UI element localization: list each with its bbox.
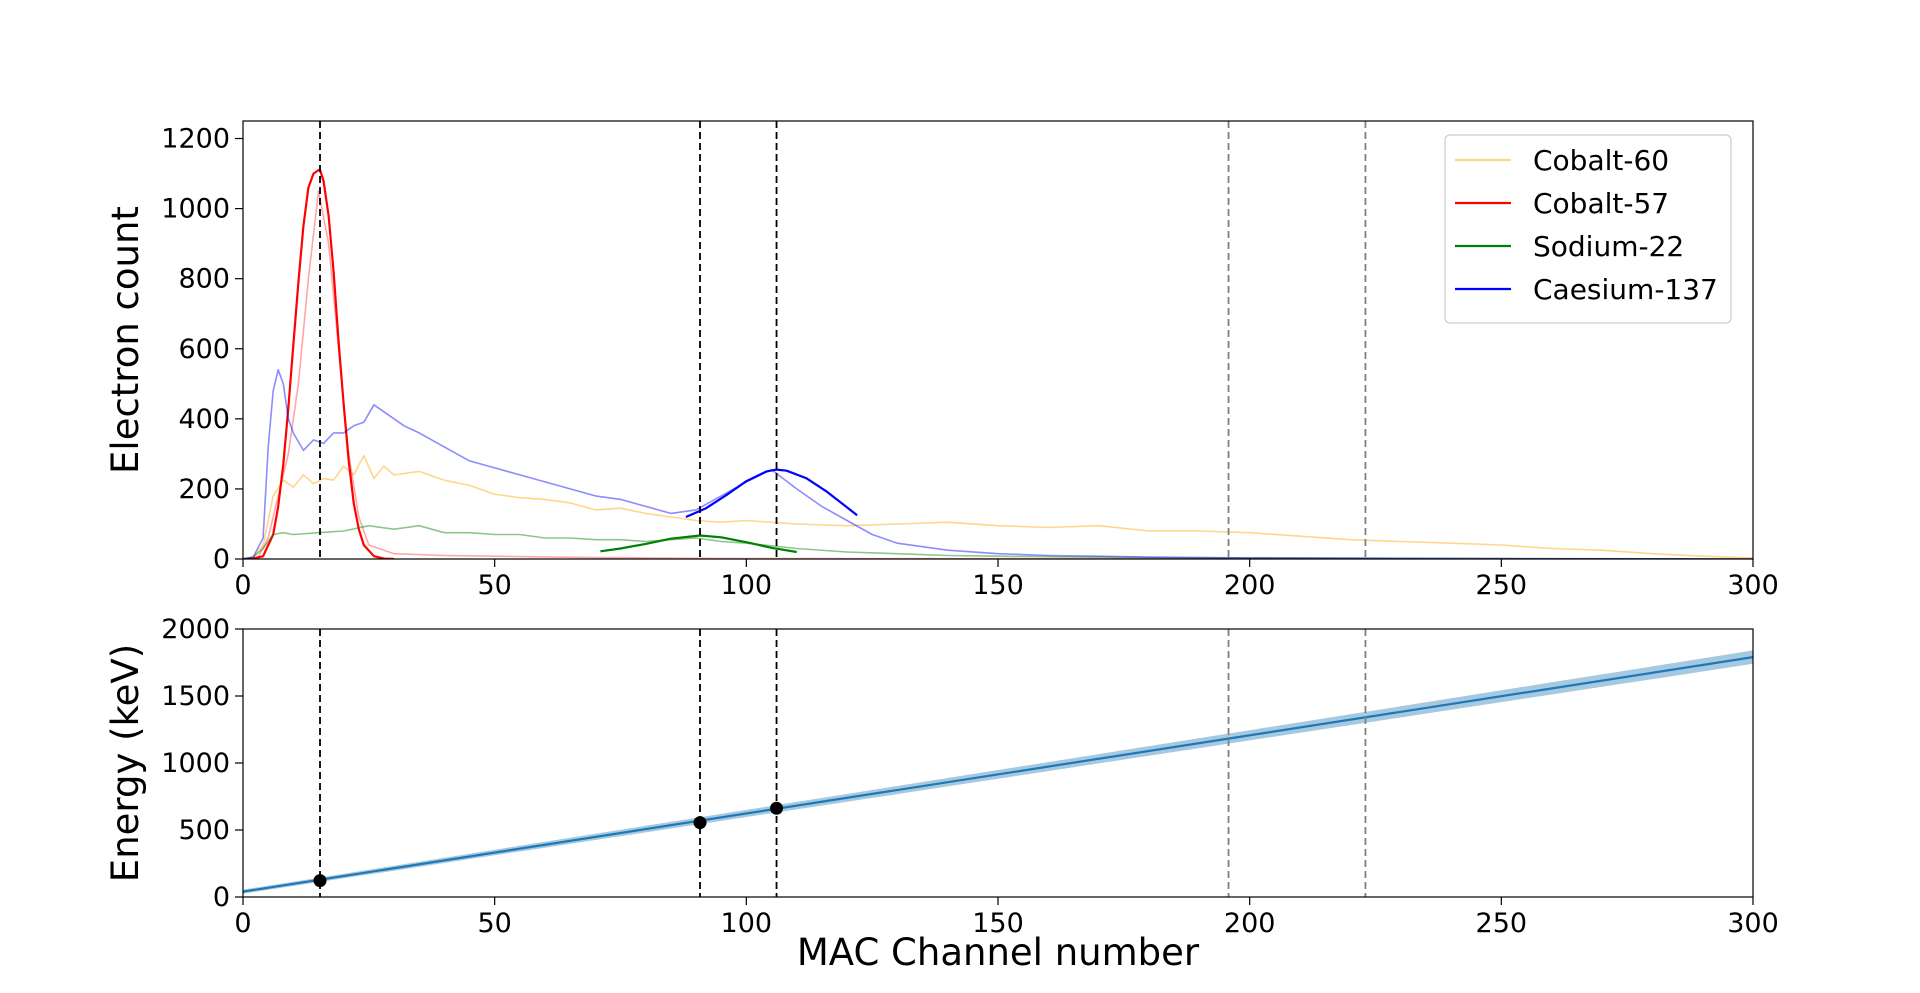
spectrum-data-line-3 xyxy=(243,524,1753,559)
calibration-point xyxy=(693,816,707,830)
spectrum-data-line-5 xyxy=(243,368,1753,559)
calibration-x-tick-label: 150 xyxy=(972,908,1024,939)
calibration-y-tick-label: 1500 xyxy=(161,681,230,712)
legend-entry-label: Caesium-137 xyxy=(1533,273,1718,306)
calibration-ticks: 0 50 100 150 200 250 300 0 500 1000 1500 2000 xyxy=(161,614,1778,939)
calibration-panel: 0 50 100 150 200 250 300 0 500 1000 1500 2000 Energ… xyxy=(104,614,1779,974)
spectrum-x-tick-label: 0 xyxy=(234,570,251,601)
calibration-x-tick-label: 250 xyxy=(1476,908,1528,939)
calibration-x-axis-label: MAC Channel number xyxy=(797,931,1200,974)
legend-entry-label: Cobalt-60 xyxy=(1533,144,1669,177)
calibration-plot-area xyxy=(242,629,1754,897)
calibration-x-tick-label: 100 xyxy=(721,908,773,939)
spectrum-y-tick-label: 400 xyxy=(178,404,230,435)
calibration-fit-line xyxy=(242,656,1754,893)
spectrum-y-tick-label: 800 xyxy=(178,264,230,295)
spectrum-y-tick-label: 1000 xyxy=(161,194,230,225)
spectrum-data-line-1 xyxy=(243,190,1753,559)
spectrum-series-group xyxy=(243,169,1753,559)
spectrum-y-tick-label: 200 xyxy=(178,474,230,505)
spectrum-panel: 0 50 100 150 200 250 300020040060080010001200 … xyxy=(104,120,1779,601)
spectrum-y-axis-label: Electron count xyxy=(104,206,147,474)
calibration-point xyxy=(313,874,327,888)
calibration-y-tick-label: 1000 xyxy=(161,748,230,779)
calibration-y-tick-label: 500 xyxy=(178,815,230,846)
spectrum-x-tick-label: 200 xyxy=(1224,570,1276,601)
spectrum-ticks: 0 50 100 150 200 250 300 0 200 400 600 800 1000 1200 xyxy=(161,124,1778,601)
spectrum-x-tick-label: 150 xyxy=(972,570,1024,601)
spectrum-plot-area xyxy=(243,121,1753,559)
legend-entry-label: Sodium-22 xyxy=(1533,230,1684,263)
spectrum-legend: Cobalt-60 Cobalt-57 Sodium-22 Caesium-137 xyxy=(1444,134,1732,324)
calibration-x-tick-label: 50 xyxy=(477,908,511,939)
calibration-x-tick-label: 300 xyxy=(1727,908,1779,939)
calibration-y-axis-label: Energy (keV) xyxy=(104,644,147,882)
calibration-x-tick-label: 200 xyxy=(1224,908,1276,939)
calibration-y-tick-label: 0 xyxy=(213,882,230,913)
spectrum-x-tick-label: 250 xyxy=(1476,570,1528,601)
calibration-y-tick-label: 2000 xyxy=(161,614,230,645)
spectrum-y-tick-label: 600 xyxy=(178,334,230,365)
spectrum-x-tick-label: 50 xyxy=(477,570,511,601)
spectrum-y-tick-label: 1200 xyxy=(161,124,230,155)
caesium-137-line xyxy=(685,468,858,519)
spectrum-x-tick-label: 100 xyxy=(721,570,773,601)
legend-box xyxy=(1444,134,1732,324)
calibration-point xyxy=(770,801,784,815)
calibration-x-tick-label: 0 xyxy=(234,908,251,939)
spectrum-x-tick-label: 300 xyxy=(1727,570,1779,601)
legend-entry-label: Cobalt-57 xyxy=(1533,187,1669,220)
cobalt-60-line xyxy=(243,454,1753,559)
spectrum-y-tick-label: 0 xyxy=(213,544,230,575)
sodium-22-line xyxy=(600,534,797,554)
